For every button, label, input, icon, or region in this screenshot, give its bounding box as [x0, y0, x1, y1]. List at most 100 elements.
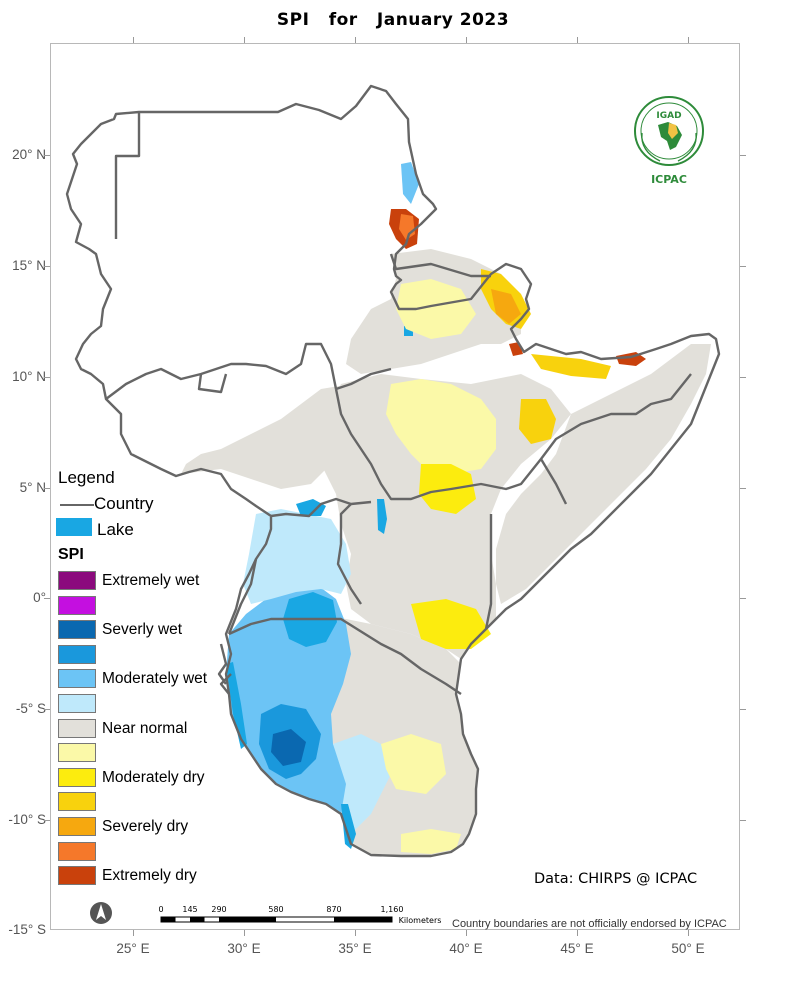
- lon-label: 30° E: [227, 941, 261, 956]
- legend-title: Legend: [58, 468, 115, 487]
- dry-somaliland: [531, 354, 611, 379]
- map-frame: [50, 43, 740, 930]
- spi-class-swatch: [58, 669, 96, 689]
- spi-class-swatch: [58, 718, 96, 738]
- scale-unit: Kilometers: [399, 916, 442, 925]
- lon-label: 40° E: [449, 941, 483, 956]
- lat-label: 20° N: [12, 147, 46, 162]
- moderately-dry-area-central: [386, 379, 496, 474]
- spi-class-swatch: [58, 743, 96, 763]
- svg-text:IGAD: IGAD: [656, 111, 681, 121]
- lake-albert: [296, 499, 326, 516]
- spi-class-swatch: [58, 866, 96, 886]
- lat-label: 5° N: [19, 480, 46, 495]
- map-title: SPI for January 2023: [276, 10, 510, 30]
- lake-turkana: [377, 499, 387, 534]
- lat-tick: [740, 155, 746, 156]
- spi-class-swatch: [58, 620, 96, 640]
- dry-area-ethiopia-highlands: [396, 279, 476, 339]
- data-credit: Data: CHIRPS @ ICPAC: [534, 871, 698, 887]
- near-normal-area-west: [181, 384, 361, 489]
- lat-tick: [44, 488, 50, 489]
- scale-tick-label: 145: [182, 905, 197, 914]
- lat-tick: [740, 709, 746, 710]
- lat-label: -10° S: [8, 812, 46, 827]
- scale-bar: 0 145 290 580 870 1,160 Kilometers: [158, 904, 458, 934]
- light-dry-south: [401, 829, 461, 854]
- lat-tick: [44, 377, 50, 378]
- lake-swatch: [56, 518, 92, 536]
- spi-class-label: Extremely wet: [102, 572, 200, 589]
- severly-wet-area-2: [271, 729, 306, 766]
- lon-tick: [244, 930, 245, 936]
- dry-area-east: [519, 399, 556, 444]
- spi-class-label: Severely dry: [102, 818, 189, 835]
- lat-tick: [44, 820, 50, 821]
- spi-class-swatch: [58, 694, 96, 713]
- near-normal-area-east: [316, 374, 571, 659]
- legend-country-label: Country: [94, 494, 154, 513]
- spi-class-label: Extremely dry: [102, 867, 197, 885]
- legend-lake-label: Lake: [97, 520, 134, 539]
- lon-tick: [133, 930, 134, 936]
- lon-label: 35° E: [338, 941, 372, 956]
- lat-label: 15° N: [12, 258, 46, 273]
- lat-tick: [740, 820, 746, 821]
- scale-tick-label: 870: [326, 905, 341, 914]
- lat-tick: [740, 598, 746, 599]
- spi-class-label: Near normal: [102, 719, 188, 737]
- lat-tick: [44, 266, 50, 267]
- country-line-symbol: [60, 504, 94, 506]
- spi-class-swatch: [58, 792, 96, 812]
- scale-tick-label: 290: [211, 905, 226, 914]
- lake-malawi: [341, 804, 356, 849]
- country-boundaries: [65, 84, 721, 858]
- lon-tick: [355, 37, 356, 43]
- lon-tick: [466, 37, 467, 43]
- lat-label: 10° N: [12, 369, 46, 384]
- lon-label: 25° E: [116, 941, 150, 956]
- lat-tick: [740, 266, 746, 267]
- lon-label: 50° E: [671, 941, 705, 956]
- lon-tick: [355, 930, 356, 936]
- scale-tick-label: 1,160: [381, 905, 404, 914]
- spi-class-swatch: [58, 571, 96, 590]
- lake-tanganyika: [226, 662, 247, 749]
- lon-tick: [688, 37, 689, 43]
- spi-class-swatch: [58, 644, 96, 664]
- near-normal-area-horn: [496, 344, 711, 604]
- lon-tick: [577, 37, 578, 43]
- lat-tick: [740, 377, 746, 378]
- lat-tick: [44, 598, 50, 599]
- severely-dry-area-ne: [491, 289, 521, 324]
- lon-tick: [577, 930, 578, 936]
- spi-class-swatch: [58, 817, 96, 836]
- spi-class-label: Moderately dry: [102, 768, 205, 786]
- icpac-logo: IGAD ICPAC: [630, 93, 708, 189]
- moderately-wet-area: [226, 584, 361, 824]
- lat-tick: [44, 155, 50, 156]
- lat-label: -5° S: [15, 701, 46, 716]
- svg-text:ICPAC: ICPAC: [651, 173, 687, 186]
- lat-tick: [740, 488, 746, 489]
- scale-tick-label: 0: [158, 905, 163, 914]
- north-arrow-icon: [89, 901, 113, 925]
- lon-label: 45° E: [560, 941, 594, 956]
- boundary-disclaimer: Country boundaries are not officially en…: [452, 918, 727, 930]
- lat-label: 0°: [33, 590, 46, 605]
- spi-class-swatch: [58, 841, 96, 861]
- light-dry-tz: [381, 734, 446, 794]
- legend-spi-title: SPI: [58, 546, 84, 563]
- spi-class-label: Moderately wet: [102, 670, 208, 688]
- spi-class-label: Severly wet: [102, 621, 183, 639]
- spi-class-swatch: [58, 767, 96, 787]
- spi-class-swatch: [58, 595, 96, 615]
- lon-tick: [133, 37, 134, 43]
- moderately-dry-kenya: [411, 599, 491, 649]
- lon-tick: [466, 930, 467, 936]
- map-svg: [65, 84, 721, 858]
- lon-tick: [244, 37, 245, 43]
- lat-tick: [44, 709, 50, 710]
- lon-tick: [688, 930, 689, 936]
- scale-tick-label: 580: [268, 905, 283, 914]
